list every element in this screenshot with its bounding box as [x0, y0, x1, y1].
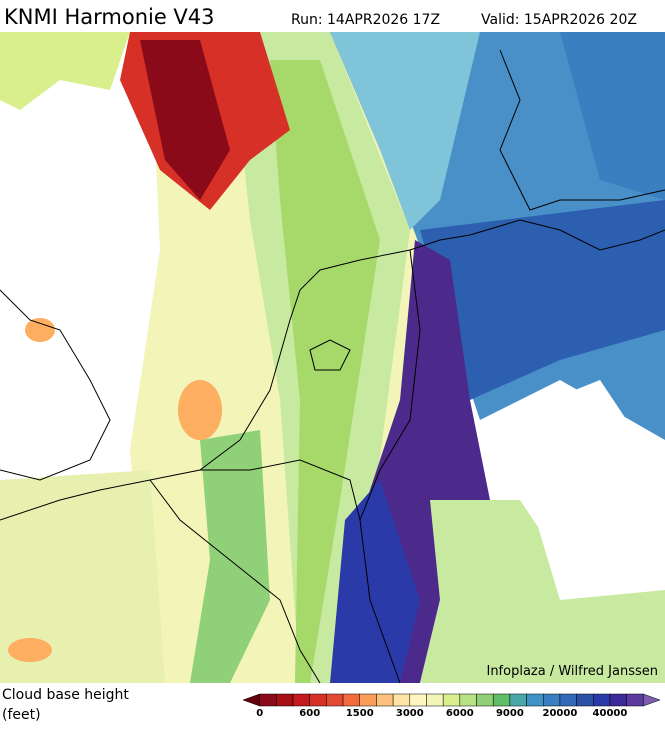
colorbar-tick-label: 3000: [396, 708, 424, 719]
colorbar-swatch: [626, 693, 644, 707]
colorbar-swatch: [326, 693, 344, 707]
colorbar-swatch: [476, 693, 494, 707]
colorbar-swatch: [526, 693, 544, 707]
colorbar-swatch: [542, 693, 561, 707]
colorbar-tick-label: 1500: [346, 708, 374, 719]
colorbar-swatch: [376, 693, 394, 707]
colorbar-tick-label: 40000: [593, 708, 628, 719]
colorbar-swatch: [459, 693, 477, 707]
colorbar-swatch: [442, 693, 461, 707]
legend-unit: (feet): [2, 707, 41, 723]
colorbar-swatch: [593, 693, 611, 707]
colorbar-swatch: [276, 693, 294, 707]
colorbar-swatch: [292, 693, 310, 707]
colorbar-swatch: [309, 693, 327, 707]
run-time: Run: 14APR2026 17Z: [291, 12, 440, 28]
colorbar-end: [643, 693, 661, 707]
title: KNMI Harmonie V43: [4, 5, 215, 29]
colorbar-tick-label: 20000: [543, 708, 578, 719]
colorbar-swatch: [342, 693, 361, 707]
colorbar: 0 600 1500 3000 6000 9000 20000 40000: [242, 693, 661, 719]
colorbar-swatch: [559, 693, 577, 707]
colorbar-tick-label: 6000: [446, 708, 474, 719]
colorbar-swatch: [609, 693, 627, 707]
credit: Infoplaza / Wilfred Janssen: [486, 664, 658, 679]
colorbar-swatch: [576, 693, 594, 707]
map: [0, 32, 665, 684]
colorbar-tick-label: 9000: [496, 708, 524, 719]
colorbar-swatch: [259, 693, 277, 707]
colorbar-swatch: [392, 693, 411, 707]
valid-time: Valid: 15APR2026 20Z: [481, 12, 637, 28]
colorbar-tick-label: 0: [256, 708, 263, 719]
colorbar-swatch: [492, 693, 511, 707]
colorbar-end: [242, 693, 260, 707]
colorbar-swatch: [509, 693, 527, 707]
colorbar-swatch: [426, 693, 444, 707]
legend-label: Cloud base height: [2, 687, 129, 703]
colorbar-swatch: [409, 693, 427, 707]
colorbar-swatch: [359, 693, 377, 707]
colorbar-tick-label: 600: [299, 708, 320, 719]
